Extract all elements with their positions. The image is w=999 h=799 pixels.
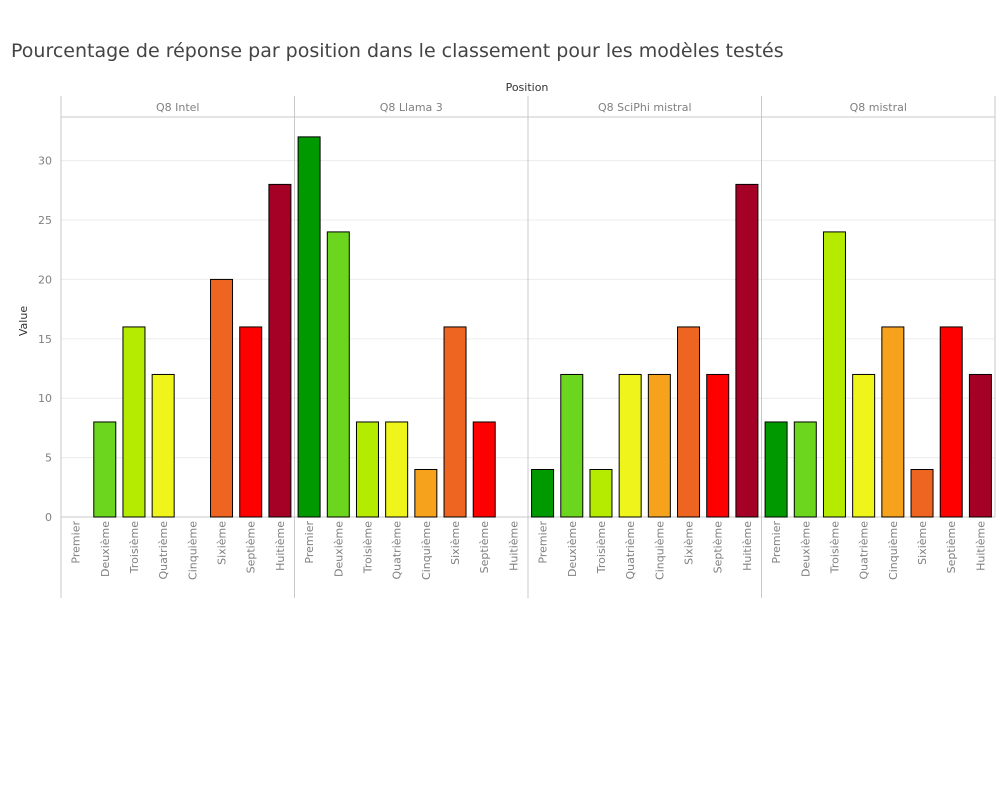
x-tick-label: Sixième <box>449 521 462 565</box>
x-tick-label: Septième <box>245 521 258 574</box>
x-tick-label: Cinquième <box>653 521 666 580</box>
x-tick-label: Troisième <box>828 521 841 574</box>
bar <box>677 326 701 518</box>
x-tick-label: Premier <box>537 521 550 564</box>
x-tick-label: Huitième <box>741 521 754 571</box>
panel-label: Q8 Llama 3 <box>380 101 443 114</box>
y-tick-label: 20 <box>38 273 52 286</box>
bar <box>355 421 379 518</box>
bar <box>472 421 496 518</box>
panel-frames <box>60 96 996 598</box>
bar <box>443 326 467 518</box>
y-tick-label: 15 <box>38 333 52 346</box>
bar <box>881 326 905 518</box>
bar <box>764 421 788 518</box>
x-tick-label: Septième <box>945 521 958 574</box>
y-tick-label: 10 <box>38 392 52 405</box>
x-tick-label: Quatrième <box>858 521 871 580</box>
bar <box>268 183 292 518</box>
x-tick-label: Deuxième <box>332 521 345 577</box>
labels: 0 5 10 15 20 25 30 Position Value Q8 Intel Premier… <box>17 81 987 580</box>
bar <box>297 136 321 518</box>
bar <box>793 421 817 518</box>
bar <box>822 231 846 518</box>
x-tick-label: Quatrième <box>624 521 637 580</box>
x-tick-label: Quatrième <box>157 521 170 580</box>
x-tick-label: Deuxième <box>99 521 112 577</box>
bar <box>968 373 992 518</box>
x-tick-label: Premier <box>770 521 783 564</box>
panel-label: Q8 Intel <box>156 101 200 114</box>
y-tick-label: 25 <box>38 214 52 227</box>
x-tick-label: Sixième <box>683 521 696 565</box>
bar <box>326 231 350 518</box>
bar <box>385 421 409 518</box>
x-tick-label: Troisième <box>595 521 608 574</box>
x-tick-label: Troisième <box>361 521 374 574</box>
x-tick-label: Septième <box>712 521 725 574</box>
y-axis-title: Value <box>17 306 30 336</box>
x-tick-label: Huitième <box>274 521 287 571</box>
bar <box>589 468 613 518</box>
y-tick-label: 0 <box>45 511 52 524</box>
bar <box>852 373 876 518</box>
bar <box>706 373 730 518</box>
x-tick-label: Troisième <box>128 521 141 574</box>
bar <box>239 326 263 518</box>
x-tick-label: Premier <box>70 521 83 564</box>
panel-label: Q8 SciPhi mistral <box>598 101 692 114</box>
panel-label: Q8 mistral <box>850 101 907 114</box>
x-tick-label: Huitième <box>507 521 520 571</box>
x-tick-label: Septième <box>478 521 491 574</box>
bar <box>560 373 584 518</box>
chart-title: Pourcentage de réponse par position dans… <box>11 40 784 62</box>
x-tick-label: Deuxième <box>799 521 812 577</box>
x-tick-label: Cinquième <box>186 521 199 580</box>
x-tick-label: Huitième <box>974 521 987 571</box>
bar <box>618 373 642 518</box>
x-tick-label: Sixième <box>916 521 929 565</box>
x-tick-label: Deuxième <box>566 521 579 577</box>
bar <box>210 278 234 518</box>
bar <box>910 468 934 518</box>
bar <box>414 468 438 518</box>
x-tick-label: Cinquième <box>420 521 433 580</box>
bar <box>151 373 175 518</box>
y-tick-label: 30 <box>38 155 52 168</box>
column-header-title: Position <box>506 81 549 94</box>
bar <box>735 183 759 518</box>
x-tick-label: Cinquième <box>887 521 900 580</box>
bars <box>93 136 992 518</box>
bar <box>939 326 963 518</box>
bar <box>531 468 555 518</box>
bar <box>647 373 671 518</box>
x-tick-label: Premier <box>303 521 316 564</box>
y-tick-label: 5 <box>45 452 52 465</box>
x-tick-label: Sixième <box>216 521 229 565</box>
x-tick-label: Quatrième <box>391 521 404 580</box>
bar <box>93 421 117 518</box>
bar <box>122 326 146 518</box>
